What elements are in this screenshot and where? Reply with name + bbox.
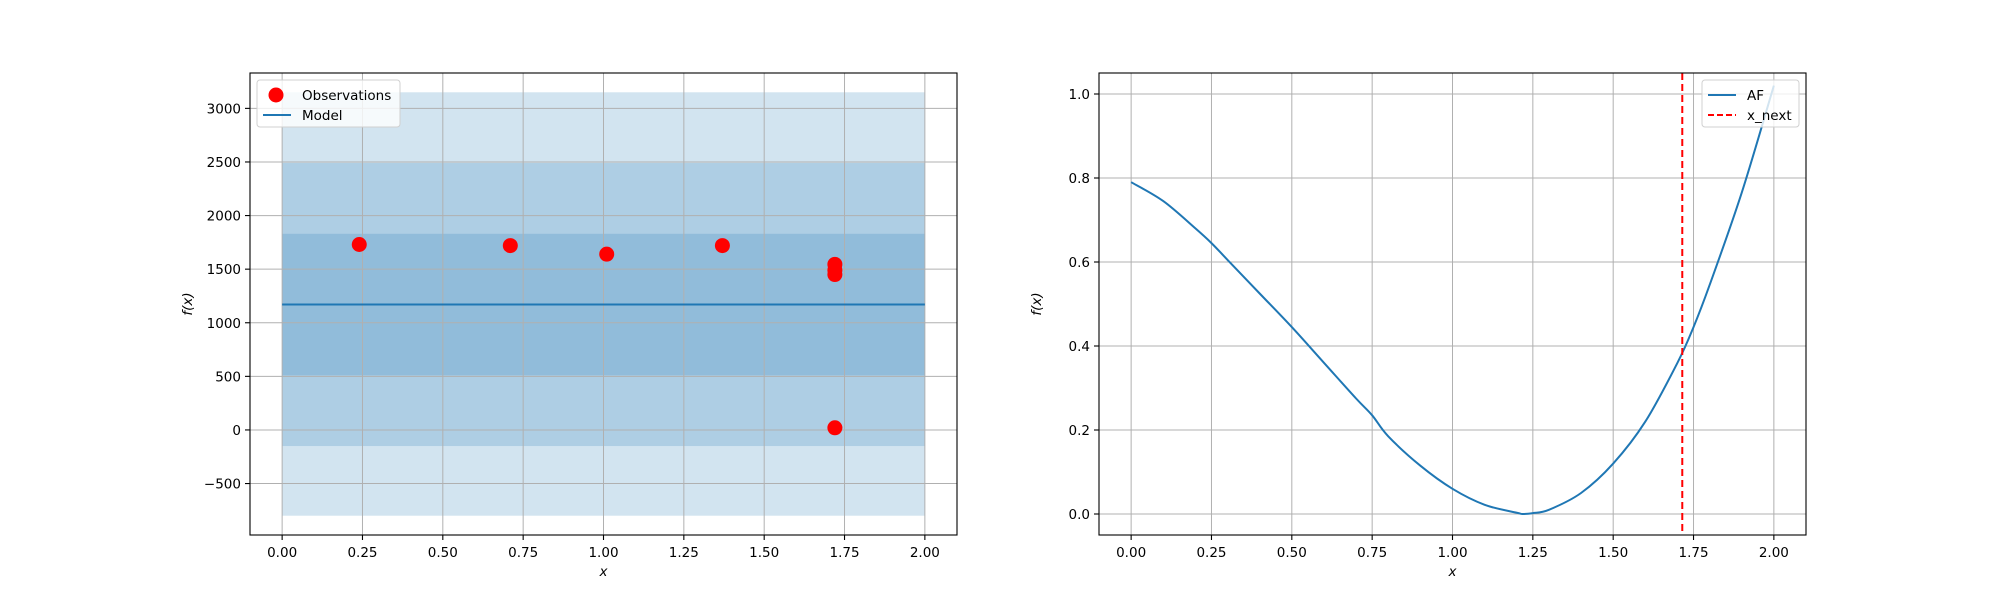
y-tick-label: 0.4 xyxy=(1069,339,1090,355)
observation-point xyxy=(827,267,843,283)
y-tick-label: 0.2 xyxy=(1069,423,1090,439)
y-tick-label: 500 xyxy=(215,369,241,385)
legend-model-label: Model xyxy=(302,108,343,124)
observation-point xyxy=(827,420,843,436)
x-tick-label: 0.75 xyxy=(508,545,538,561)
legend-af-label: AF xyxy=(1747,88,1764,104)
x-tick-label: 0.00 xyxy=(1116,545,1146,561)
y-tick-label: 0.0 xyxy=(1069,507,1090,523)
legend: Observations Model xyxy=(256,79,401,128)
af-lines xyxy=(1130,73,1775,535)
x-tick-label: 1.50 xyxy=(749,545,779,561)
x-tick-label: 0.25 xyxy=(1196,545,1226,561)
acquisition-function-panel: 0.00 0.25 0.50 0.75 1.00 1.25 1.50 1.75 2.00 0.0 0… xyxy=(1029,72,1807,580)
x-tick-label: 2.00 xyxy=(910,545,940,561)
legend-observations-marker xyxy=(268,87,284,103)
y-tick-label: 0 xyxy=(232,423,241,439)
y-tick-label: 1.0 xyxy=(1069,87,1090,103)
observation-point xyxy=(502,238,518,254)
x-tick-label: 0.50 xyxy=(428,545,458,561)
x-tick-label: 2.00 xyxy=(1759,545,1789,561)
observation-point xyxy=(351,237,367,253)
x-tick-label: 0.75 xyxy=(1357,545,1387,561)
x-axis-label: x xyxy=(599,564,609,580)
x-tick-label: 1.75 xyxy=(829,545,859,561)
y-axis-label: f(x) xyxy=(180,292,196,315)
af-curve xyxy=(1130,85,1775,516)
x-tick-label: 1.00 xyxy=(1437,545,1467,561)
y-tick-label: −500 xyxy=(204,477,241,493)
y-axis-label: f(x) xyxy=(1029,292,1045,315)
x-tick-label: 0.25 xyxy=(347,545,377,561)
y-tick-label: 2500 xyxy=(207,155,241,171)
axis-ticks: 0.00 0.25 0.50 0.75 1.00 1.25 1.50 1.75 2.00 0.0 0… xyxy=(1069,87,1789,561)
y-tick-label: 0.6 xyxy=(1069,255,1090,271)
gp-model-panel: 0.00 0.25 0.50 0.75 1.00 1.25 1.50 1.75 2.00 −500… xyxy=(180,72,958,580)
x-tick-label: 1.25 xyxy=(1518,545,1548,561)
x-axis-label: x xyxy=(1448,564,1458,580)
x-tick-label: 1.75 xyxy=(1678,545,1708,561)
x-tick-label: 1.00 xyxy=(588,545,618,561)
x-tick-label: 1.25 xyxy=(669,545,699,561)
x-tick-label: 1.50 xyxy=(1598,545,1628,561)
y-tick-label: 1500 xyxy=(207,262,241,278)
observation-points xyxy=(351,237,843,436)
axis-ticks: 0.00 0.25 0.50 0.75 1.00 1.25 1.50 1.75 2.00 −500… xyxy=(204,101,940,561)
x-tick-label: 0.50 xyxy=(1277,545,1307,561)
observation-point xyxy=(714,238,730,254)
y-tick-label: 1000 xyxy=(207,316,241,332)
legend: AF x_next xyxy=(1701,79,1800,128)
legend-box xyxy=(256,79,401,128)
y-tick-label: 3000 xyxy=(207,101,241,117)
x-tick-label: 0.00 xyxy=(267,545,297,561)
legend-observations-label: Observations xyxy=(302,88,391,104)
observation-point xyxy=(599,246,615,262)
y-tick-label: 2000 xyxy=(207,209,241,225)
grid-lines xyxy=(1099,73,1806,535)
y-tick-label: 0.8 xyxy=(1069,171,1090,187)
legend-x-next-label: x_next xyxy=(1747,108,1792,124)
